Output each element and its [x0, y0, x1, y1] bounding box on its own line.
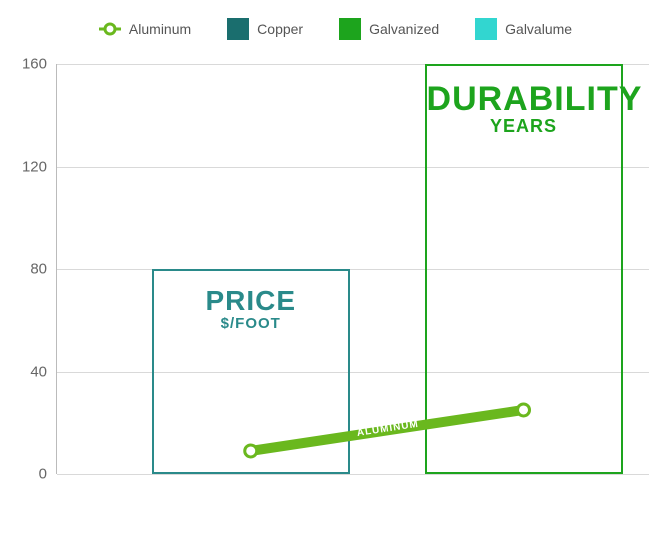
legend-item-galvanized: Galvanized [339, 18, 439, 40]
y-tick-label: 0 [39, 466, 57, 483]
grid-line [57, 269, 649, 270]
y-tick-label: 120 [22, 158, 57, 175]
legend-item-copper: Copper [227, 18, 303, 40]
legend-swatch-galvanized [339, 18, 361, 40]
legend: Aluminum Copper Galvanized Galvalume [0, 0, 671, 50]
group-subtitle-price: $/FOOT [154, 315, 348, 332]
group-subtitle-durability: YEARS [427, 116, 621, 137]
grid-line [57, 474, 649, 475]
legend-item-aluminum: Aluminum [99, 18, 191, 40]
grid-line [57, 167, 649, 168]
legend-marker-aluminum [99, 18, 121, 40]
legend-label-galvanized: Galvanized [369, 21, 439, 37]
legend-label-galvalume: Galvalume [505, 21, 572, 37]
plot-area: 04080120160PRICE$/FOOTDURABILITYYEARSALU… [56, 64, 649, 474]
legend-label-aluminum: Aluminum [129, 21, 191, 37]
grid-line [57, 372, 649, 373]
legend-swatch-copper [227, 18, 249, 40]
y-tick-label: 40 [30, 363, 57, 380]
grid-line [57, 64, 649, 65]
chart: 04080120160PRICE$/FOOTDURABILITYYEARSALU… [56, 54, 649, 504]
group-title-price: PRICE [154, 285, 348, 317]
legend-label-copper: Copper [257, 21, 303, 37]
group-title-durability: DURABILITY [427, 80, 621, 119]
legend-item-galvalume: Galvalume [475, 18, 572, 40]
aluminum-line-label: ALUMINUM [356, 419, 419, 439]
legend-swatch-galvalume [475, 18, 497, 40]
y-tick-label: 80 [30, 261, 57, 278]
y-tick-label: 160 [22, 56, 57, 73]
